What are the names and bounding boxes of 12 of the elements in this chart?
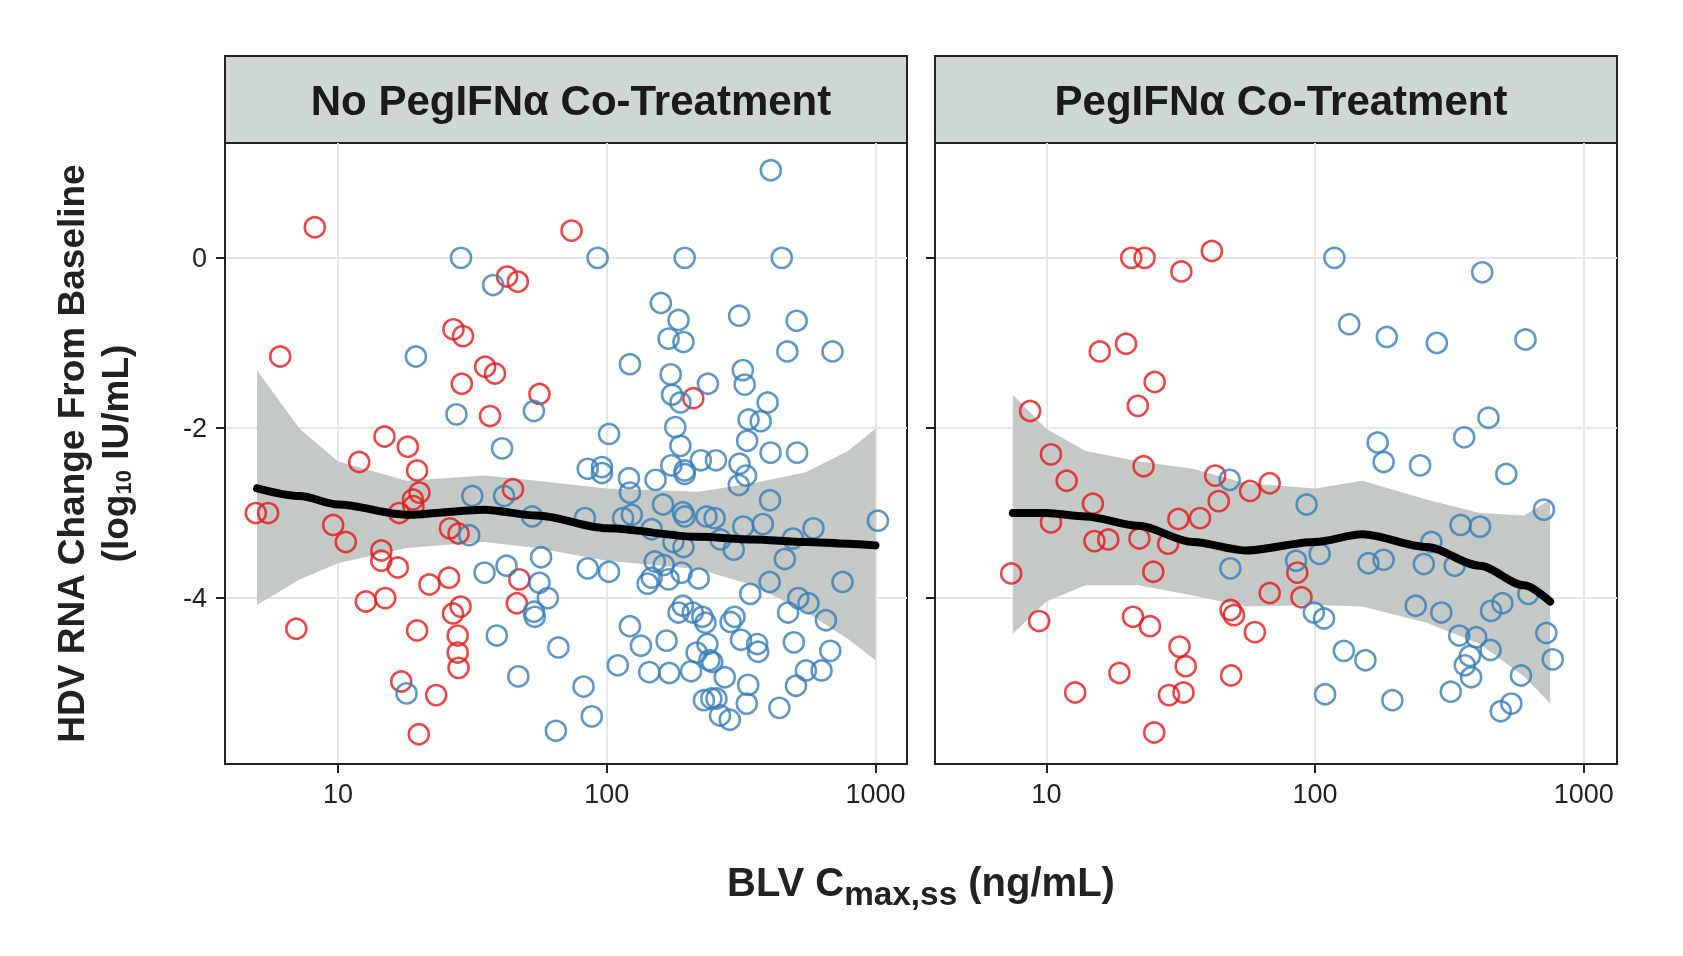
y-tick-label: 0 xyxy=(191,242,207,273)
y-tick-label: -2 xyxy=(182,412,207,443)
x-tick-label: 10 xyxy=(1031,778,1062,809)
x-tick-label: 1000 xyxy=(1553,778,1614,809)
x-tick-label: 10 xyxy=(322,778,353,809)
chart-title: PegIFNα Co-Treatment xyxy=(1054,76,1508,124)
x-tick-label: 100 xyxy=(1292,778,1338,809)
x-axis-title: BLV C$_{max,ss}$ (ng/mL) xyxy=(726,860,1116,913)
x-tick-label: 100 xyxy=(584,778,630,809)
y-tick-label: -4 xyxy=(182,583,207,614)
x-tick-label: 1000 xyxy=(845,778,906,809)
chart-title: No PegIFNα Co-Treatment xyxy=(310,76,832,124)
